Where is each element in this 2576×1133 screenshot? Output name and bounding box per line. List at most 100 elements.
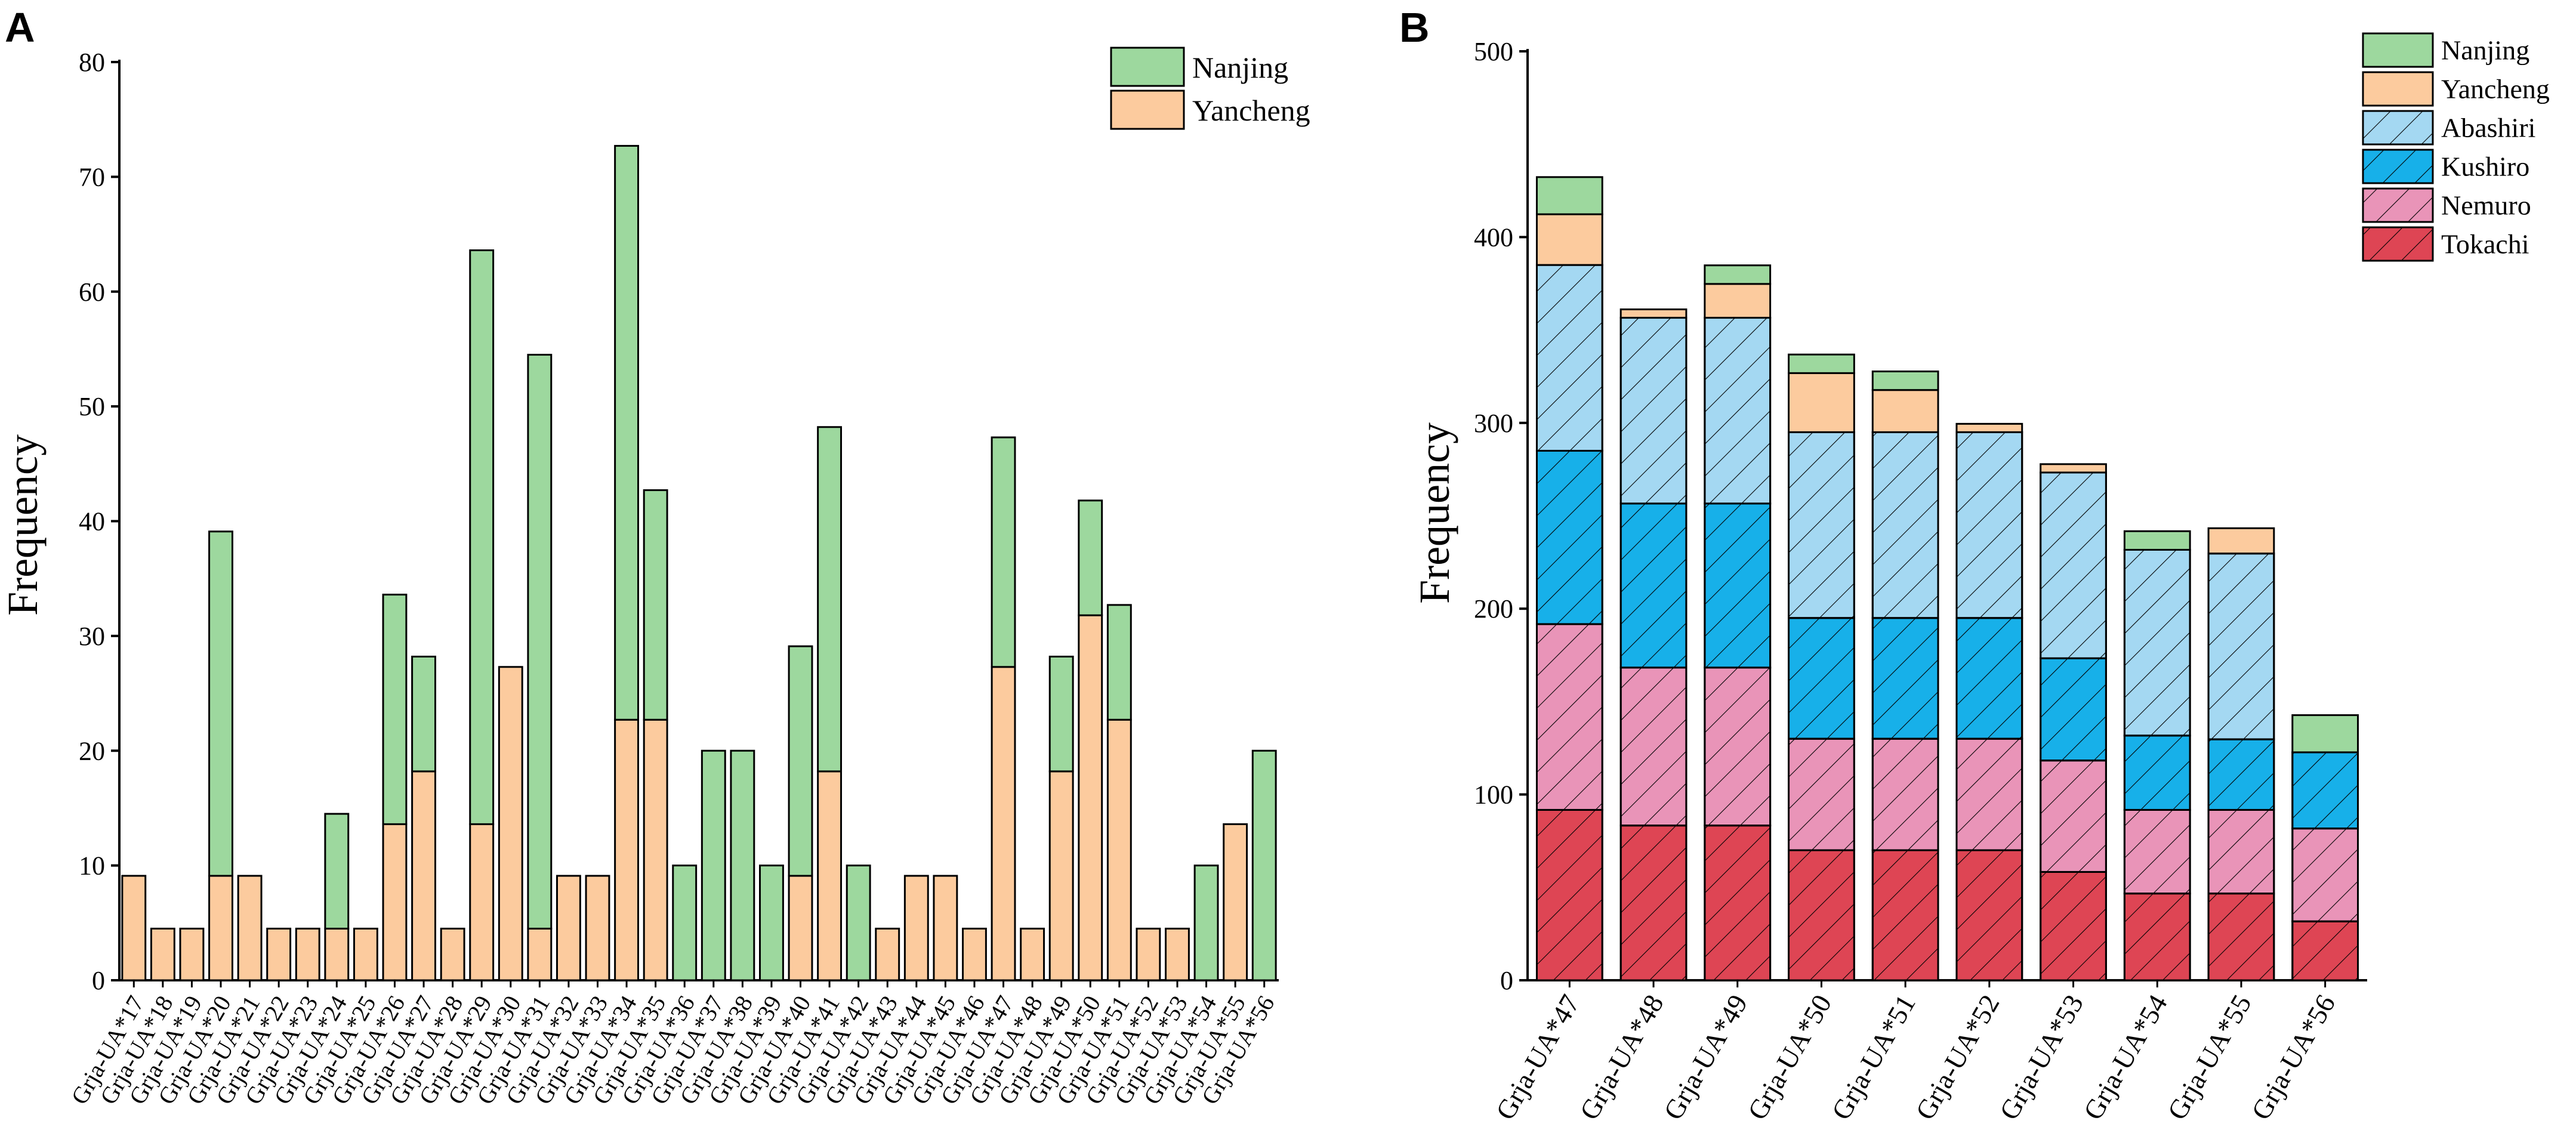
bar-nanjing-grja-ua-34 bbox=[614, 144, 639, 721]
bar-yancheng-grja-ua-18 bbox=[150, 927, 175, 981]
bar-hatch-abashiri-grja-ua-48 bbox=[1619, 317, 1687, 505]
bar-yancheng-grja-ua-25 bbox=[353, 927, 378, 981]
bar-nanjing-grja-ua-47 bbox=[1535, 176, 1603, 215]
bar-yancheng-grja-ua-19 bbox=[179, 927, 205, 981]
bar-nanjing-grja-ua-27 bbox=[411, 656, 436, 773]
bar-yancheng-grja-ua-51 bbox=[1106, 718, 1132, 981]
y-tick-label: 50 bbox=[79, 392, 105, 421]
x-tick-label: Grja-UA*56 bbox=[2245, 990, 2341, 1125]
legend-hatch-nemuro bbox=[2362, 187, 2434, 223]
legend-swatch-yancheng bbox=[2362, 71, 2434, 107]
bar-hatch-tokachi-grja-ua-47 bbox=[1535, 808, 1603, 981]
bar-hatch-nemuro-grja-ua-54 bbox=[2123, 808, 2191, 895]
y-tick-label: 300 bbox=[1474, 409, 1513, 438]
y-tick-label: 20 bbox=[79, 736, 105, 765]
bar-hatch-kushiro-grja-ua-49 bbox=[1704, 502, 1772, 669]
bar-yancheng-grja-ua-50 bbox=[1788, 372, 1855, 433]
bar-yancheng-grja-ua-29 bbox=[469, 823, 495, 981]
bar-nanjing-grja-ua-51 bbox=[1871, 371, 1939, 391]
panel-b-x-axis: Grja-UA*47Grja-UA*48Grja-UA*49Grja-UA*50… bbox=[1490, 980, 2341, 1125]
bar-nanjing-grja-ua-39 bbox=[759, 865, 784, 981]
bar-hatch-nemuro-grja-ua-53 bbox=[2040, 760, 2107, 873]
bar-nanjing-grja-ua-49 bbox=[1048, 656, 1074, 773]
bar-yancheng-grja-ua-33 bbox=[585, 875, 610, 981]
bar-hatch-tokachi-grja-ua-55 bbox=[2207, 893, 2275, 981]
panel-b-y-axis: 0 100 200 300 400 500 bbox=[1474, 37, 2367, 995]
legend-swatch-nanjing bbox=[1110, 47, 1185, 87]
bar-hatch-nemuro-grja-ua-56 bbox=[2291, 828, 2359, 922]
panel-a-label: A bbox=[5, 4, 35, 51]
panel-a-y-axis-title: Frequency bbox=[0, 434, 47, 616]
bar-nanjing-grja-ua-56 bbox=[2291, 714, 2359, 754]
legend-hatch-kushiro bbox=[2362, 149, 2434, 184]
y-tick-label: 0 bbox=[1500, 966, 1513, 995]
bar-yancheng-grja-ua-27 bbox=[411, 770, 436, 981]
bar-hatch-nemuro-grja-ua-51 bbox=[1871, 737, 1939, 851]
bar-yancheng-grja-ua-51 bbox=[1871, 389, 1939, 433]
bar-yancheng-grja-ua-32 bbox=[556, 875, 581, 981]
x-tick-label: Grja-UA*54 bbox=[2077, 990, 2173, 1125]
y-tick-label: 10 bbox=[79, 851, 105, 881]
bar-hatch-tokachi-grja-ua-54 bbox=[2123, 893, 2191, 981]
bar-hatch-tokachi-grja-ua-53 bbox=[2040, 870, 2107, 981]
bar-hatch-abashiri-grja-ua-55 bbox=[2207, 552, 2275, 740]
panel-b-y-axis-title: Frequency bbox=[1411, 422, 1458, 604]
bar-yancheng-grja-ua-48 bbox=[1020, 927, 1045, 981]
bar-hatch-abashiri-grja-ua-47 bbox=[1535, 264, 1603, 452]
bar-hatch-abashiri-grja-ua-50 bbox=[1788, 431, 1855, 619]
bar-hatch-nemuro-grja-ua-50 bbox=[1788, 737, 1855, 851]
legend-label-nemuro: Nemuro bbox=[2441, 190, 2531, 221]
bar-nanjing-grja-ua-38 bbox=[730, 749, 755, 981]
panel-b-bars bbox=[1535, 176, 2359, 981]
bar-nanjing-grja-ua-47 bbox=[991, 436, 1016, 668]
bar-yancheng-grja-ua-17 bbox=[121, 875, 147, 981]
legend-label-yancheng: Yancheng bbox=[2441, 74, 2550, 104]
bar-hatch-tokachi-grja-ua-50 bbox=[1788, 849, 1855, 981]
bar-yancheng-grja-ua-30 bbox=[498, 666, 523, 981]
legend-swatch-yancheng bbox=[1110, 89, 1185, 130]
bar-hatch-kushiro-grja-ua-47 bbox=[1535, 450, 1603, 625]
bar-hatch-tokachi-grja-ua-48 bbox=[1619, 825, 1687, 981]
bar-hatch-kushiro-grja-ua-54 bbox=[2123, 734, 2191, 811]
y-tick-label: 100 bbox=[1474, 780, 1513, 810]
y-tick-label: 500 bbox=[1474, 37, 1513, 66]
panel-b-label: B bbox=[1399, 4, 1430, 51]
bar-hatch-abashiri-grja-ua-53 bbox=[2040, 471, 2107, 659]
bar-yancheng-grja-ua-26 bbox=[382, 823, 408, 981]
bar-nanjing-grja-ua-50 bbox=[1078, 499, 1103, 616]
bar-hatch-kushiro-grja-ua-48 bbox=[1619, 502, 1687, 669]
y-tick-label: 30 bbox=[79, 622, 105, 651]
x-tick-label: Grja-UA*51 bbox=[1825, 990, 1921, 1125]
bar-hatch-kushiro-grja-ua-51 bbox=[1871, 617, 1939, 740]
bar-yancheng-grja-ua-34 bbox=[614, 718, 639, 981]
legend-label-tokachi: Tokachi bbox=[2441, 229, 2529, 260]
legend-label-abashiri: Abashiri bbox=[2441, 113, 2535, 143]
bar-nanjing-grja-ua-42 bbox=[846, 865, 871, 981]
bar-yancheng-grja-ua-43 bbox=[875, 927, 900, 981]
bar-nanjing-grja-ua-36 bbox=[672, 865, 698, 981]
bar-nanjing-grja-ua-26 bbox=[382, 594, 408, 825]
bar-yancheng-grja-ua-41 bbox=[817, 770, 843, 981]
bar-yancheng-grja-ua-45 bbox=[933, 875, 958, 981]
legend-label-kushiro: Kushiro bbox=[2441, 152, 2529, 182]
bar-hatch-kushiro-grja-ua-53 bbox=[2040, 657, 2107, 762]
legend-hatch-abashiri bbox=[2362, 110, 2434, 146]
bar-hatch-abashiri-grja-ua-54 bbox=[2123, 548, 2191, 737]
bar-nanjing-grja-ua-51 bbox=[1106, 604, 1132, 721]
bar-yancheng-grja-ua-46 bbox=[962, 927, 987, 981]
bar-hatch-tokachi-grja-ua-49 bbox=[1704, 825, 1772, 981]
legend-swatch-nanjing bbox=[2362, 32, 2434, 68]
bar-nanjing-grja-ua-41 bbox=[817, 426, 843, 773]
y-tick-label: 0 bbox=[92, 966, 105, 995]
bar-yancheng-grja-ua-55 bbox=[1223, 823, 1248, 981]
bar-nanjing-grja-ua-35 bbox=[643, 489, 668, 721]
legend-label-nanjing: Nanjing bbox=[1192, 51, 1288, 84]
bar-yancheng-grja-ua-24 bbox=[324, 927, 350, 981]
panel-a: A 0 10 20 30 40 50 60 70 80 Grja-UA*17Grja-UA*18… bbox=[0, 4, 1310, 1109]
bar-yancheng-grja-ua-53 bbox=[1165, 927, 1190, 981]
legend-label-nanjing: Nanjing bbox=[2441, 35, 2529, 66]
y-tick-label: 60 bbox=[79, 277, 105, 307]
bar-hatch-abashiri-grja-ua-51 bbox=[1871, 431, 1939, 619]
bar-hatch-kushiro-grja-ua-55 bbox=[2207, 738, 2275, 811]
